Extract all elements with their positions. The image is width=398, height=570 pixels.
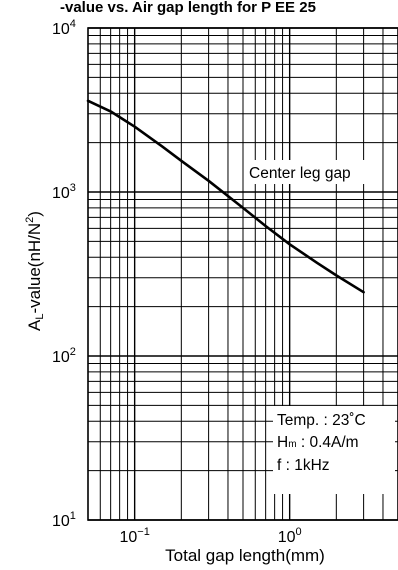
tick-labels: 10−1 100 101 102 103 104: [52, 18, 302, 546]
condition-field-rest: : 0.4A/m: [297, 434, 359, 451]
y-tick-label: 103: [52, 182, 76, 202]
chart-title: -value vs. Air gap length for P EE 25: [60, 0, 316, 16]
conditions-background: [273, 406, 395, 494]
series-label: Center leg gap: [249, 165, 351, 182]
x-tick-label: 100: [278, 526, 302, 546]
y-tick-label: 102: [52, 346, 76, 366]
plot-frame: [87, 27, 398, 521]
y-axis-label-sub: L: [34, 314, 46, 320]
condition-field-sub: m: [288, 439, 296, 450]
x-tick-label: 10−1: [119, 526, 149, 546]
series-line: [86, 99, 365, 294]
x-axis-label: Total gap length(mm): [165, 546, 325, 565]
y-tick-label: 101: [52, 510, 76, 530]
condition-field-main: H: [277, 434, 288, 451]
y-axis-label-main: A: [25, 319, 44, 331]
series-layer: [86, 99, 365, 294]
y-axis-label: AL-value(nH/N2): [24, 211, 46, 331]
condition-field: Hm : 0.4A/m: [277, 434, 359, 451]
y-axis-label-sup: 2: [24, 217, 36, 223]
y-axis-label-close: ): [25, 211, 44, 217]
y-tick-label: 104: [52, 18, 76, 38]
series-label-background: [245, 160, 382, 184]
condition-frequency: f : 1kHz: [277, 457, 330, 474]
condition-temp: Temp. : 23˚C: [277, 412, 366, 429]
y-axis-label-rest: -value(nH/N: [25, 223, 44, 314]
